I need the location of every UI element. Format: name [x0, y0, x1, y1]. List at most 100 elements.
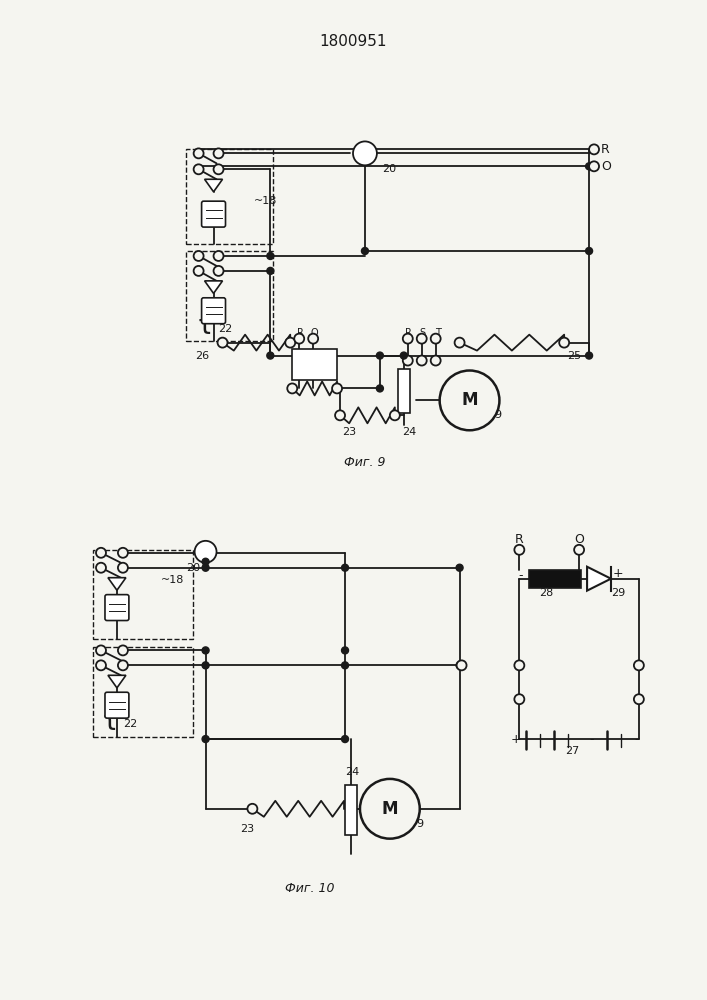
Circle shape: [202, 662, 209, 669]
Circle shape: [194, 266, 204, 276]
Circle shape: [574, 545, 584, 555]
Text: 9: 9: [494, 410, 501, 420]
Text: 23: 23: [240, 824, 255, 834]
Circle shape: [431, 334, 440, 344]
Polygon shape: [587, 567, 611, 591]
Text: Фиг. 10: Фиг. 10: [286, 882, 335, 895]
Text: +: +: [510, 733, 521, 746]
Circle shape: [416, 356, 427, 366]
Circle shape: [194, 164, 204, 174]
Text: 22: 22: [218, 324, 233, 334]
Text: O: O: [310, 328, 317, 338]
Circle shape: [308, 334, 318, 344]
Circle shape: [194, 148, 204, 158]
Circle shape: [341, 647, 349, 654]
Text: 29: 29: [611, 588, 625, 598]
Circle shape: [335, 410, 345, 420]
Circle shape: [585, 352, 592, 359]
Circle shape: [96, 548, 106, 558]
Circle shape: [247, 804, 257, 814]
Circle shape: [634, 660, 644, 670]
Text: R: R: [515, 533, 523, 546]
Text: {: {: [101, 703, 119, 731]
Circle shape: [194, 251, 204, 261]
Circle shape: [202, 558, 209, 565]
Circle shape: [400, 352, 407, 359]
Polygon shape: [108, 578, 126, 590]
Text: 24: 24: [402, 427, 416, 437]
Text: O: O: [574, 533, 584, 546]
Polygon shape: [204, 179, 223, 192]
Circle shape: [360, 779, 420, 839]
Text: ~18: ~18: [253, 196, 276, 206]
Circle shape: [390, 410, 400, 420]
Text: 23: 23: [342, 427, 356, 437]
Bar: [186, 149, 274, 244]
FancyBboxPatch shape: [105, 595, 129, 621]
Text: T: T: [435, 328, 440, 338]
Bar: [186, 251, 274, 341]
Text: 9: 9: [416, 819, 423, 829]
Circle shape: [361, 247, 368, 254]
Circle shape: [431, 356, 440, 366]
Text: -: -: [518, 569, 522, 582]
Text: R: R: [297, 328, 304, 338]
Circle shape: [267, 267, 274, 274]
Polygon shape: [204, 281, 223, 293]
Bar: [398, 369, 410, 413]
Circle shape: [118, 645, 128, 655]
Circle shape: [118, 563, 128, 573]
Circle shape: [376, 352, 383, 359]
Circle shape: [416, 334, 427, 344]
Text: 1800951: 1800951: [320, 34, 387, 49]
Text: 25: 25: [567, 351, 581, 361]
Text: 28: 28: [539, 588, 554, 598]
Circle shape: [202, 736, 209, 743]
Text: ~18: ~18: [160, 575, 184, 585]
Circle shape: [202, 647, 209, 654]
Circle shape: [202, 564, 209, 571]
Circle shape: [515, 545, 525, 555]
Text: Фиг. 9: Фиг. 9: [344, 456, 386, 469]
FancyBboxPatch shape: [201, 201, 226, 227]
Circle shape: [559, 338, 569, 348]
Circle shape: [456, 662, 463, 669]
Circle shape: [96, 645, 106, 655]
Text: 22: 22: [123, 719, 137, 729]
Circle shape: [341, 564, 349, 571]
Text: 20: 20: [186, 563, 200, 573]
Circle shape: [118, 548, 128, 558]
FancyBboxPatch shape: [201, 298, 226, 324]
Circle shape: [589, 144, 599, 154]
Circle shape: [589, 161, 599, 171]
Circle shape: [96, 660, 106, 670]
Circle shape: [403, 334, 413, 344]
FancyBboxPatch shape: [105, 692, 129, 718]
Text: M: M: [461, 391, 478, 409]
Bar: [345, 785, 357, 835]
Text: -: -: [634, 733, 638, 746]
Circle shape: [194, 541, 216, 563]
Circle shape: [287, 383, 297, 393]
Bar: [292, 349, 337, 380]
Bar: [93, 647, 192, 737]
Circle shape: [455, 338, 464, 348]
Circle shape: [96, 563, 106, 573]
Circle shape: [515, 660, 525, 670]
Text: R: R: [601, 143, 609, 156]
Circle shape: [214, 266, 223, 276]
Text: 26: 26: [196, 351, 210, 361]
Circle shape: [341, 662, 349, 669]
Circle shape: [440, 371, 499, 430]
Text: S: S: [420, 328, 426, 338]
Circle shape: [457, 660, 467, 670]
Text: +: +: [613, 567, 624, 580]
Circle shape: [118, 660, 128, 670]
Circle shape: [294, 334, 304, 344]
Text: R: R: [405, 328, 411, 338]
Circle shape: [214, 148, 223, 158]
Text: 27: 27: [565, 746, 579, 756]
Circle shape: [267, 352, 274, 359]
Bar: [530, 570, 581, 588]
Text: O: O: [601, 160, 611, 173]
